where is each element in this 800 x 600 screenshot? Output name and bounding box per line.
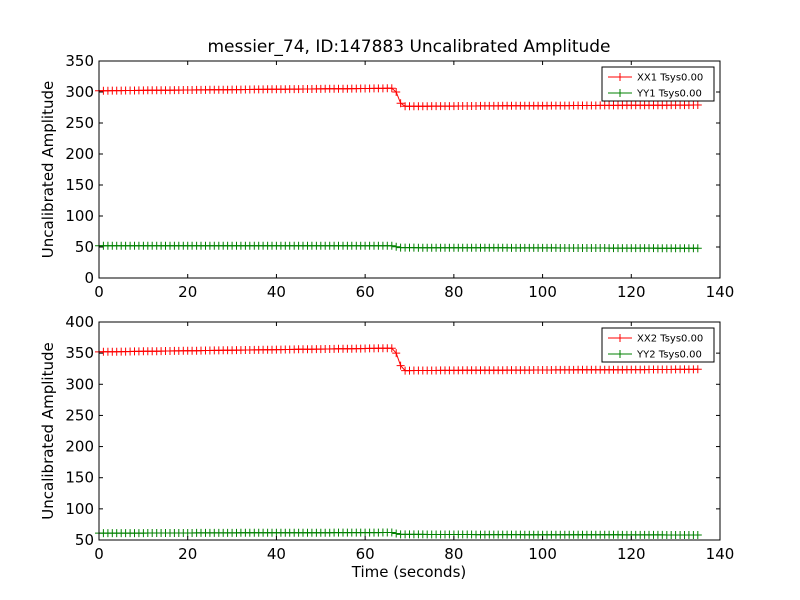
bottom-subplot: 0 20 40 60 80 100 120 140 50 100 150 200 250 300 350 40… (39, 313, 734, 563)
data-point-marker (387, 84, 396, 93)
x-tick-label: 100 (528, 545, 557, 563)
series-2-1 (95, 344, 702, 375)
x-tick-label: 140 (706, 545, 735, 563)
y-tick-label: 100 (65, 207, 94, 225)
top-subplot: 0 20 40 60 80 100 120 140 0 50 100 150 200 250 300 350 U… (39, 52, 734, 301)
y-tick-label: 350 (65, 52, 94, 70)
y-tick-label: 200 (65, 145, 94, 163)
legend-label: XX2 Tsys0.00 (637, 334, 703, 345)
y-tick-label: 50 (75, 531, 94, 549)
y-tick-label: 100 (65, 500, 94, 518)
legend: XX1 Tsys0.00 YY1 Tsys0.00 (601, 66, 715, 102)
legend-swatch-marker (616, 350, 624, 358)
data-point-marker (392, 242, 401, 251)
y-tick-label: 150 (65, 469, 94, 487)
x-tick-label: 0 (94, 545, 104, 563)
legend-swatch-marker (616, 73, 624, 81)
legend-label: YY1 Tsys0.00 (636, 89, 702, 100)
y-tick-label: 300 (65, 83, 94, 101)
legend-swatch-marker (616, 89, 624, 97)
x-tick-label: 80 (444, 545, 463, 563)
y-tick-label: 250 (65, 114, 94, 132)
x-tick-label: 120 (617, 545, 646, 563)
y-tick-label: 250 (65, 406, 94, 424)
data-point-marker (396, 361, 405, 370)
x-tick-label: 120 (617, 283, 646, 301)
data-point-marker (693, 244, 702, 253)
data-point-marker (392, 349, 401, 358)
y-tick-label: 300 (65, 375, 94, 393)
legend-box (601, 327, 715, 363)
x-tick-label: 80 (444, 283, 463, 301)
y-tick-label: 400 (65, 313, 94, 331)
y-tick-label: 0 (84, 269, 94, 287)
y-tick-label: 150 (65, 176, 94, 194)
data-point-marker (693, 365, 702, 374)
data-point-marker (387, 528, 396, 537)
legend-box (601, 66, 715, 102)
x-tick-label: 60 (356, 545, 375, 563)
y-axis-label: Uncalibrated Amplitude (39, 342, 57, 519)
x-axis-label: Time (seconds) (351, 563, 467, 581)
y-tick-label: 50 (75, 238, 94, 256)
x-tick-label: 60 (356, 283, 375, 301)
y-tick-label: 200 (65, 438, 94, 456)
x-tick-label: 0 (94, 283, 104, 301)
x-tick-label: 40 (267, 283, 286, 301)
y-tick-label: 350 (65, 344, 94, 362)
data-point-marker (387, 241, 396, 250)
series-2-2 (95, 528, 702, 539)
plot-frame (98, 321, 721, 541)
legend-label: XX1 Tsys0.00 (637, 73, 703, 84)
chart-title: messier_74, ID:147883 Uncalibrated Ampli… (207, 37, 610, 57)
x-tick-label: 40 (267, 545, 286, 563)
x-tick-label: 100 (528, 283, 557, 301)
plot-frame (98, 60, 721, 279)
x-tick-label: 20 (178, 545, 197, 563)
x-tick-label: 140 (706, 283, 735, 301)
data-point-marker (693, 531, 702, 539)
data-point-marker (693, 101, 702, 109)
legend: XX2 Tsys0.00 YY2 Tsys0.00 (601, 327, 715, 363)
data-point-marker (387, 344, 396, 353)
data-point-marker (392, 529, 401, 538)
series-1-1 (95, 84, 702, 111)
x-tick-label: 20 (178, 283, 197, 301)
series-1-2 (95, 241, 702, 253)
legend-label: YY2 Tsys0.00 (636, 350, 702, 361)
legend-swatch-marker (616, 334, 624, 342)
data-point-marker (396, 99, 405, 108)
data-point-marker (392, 88, 401, 96)
y-axis-label: Uncalibrated Amplitude (39, 81, 57, 258)
